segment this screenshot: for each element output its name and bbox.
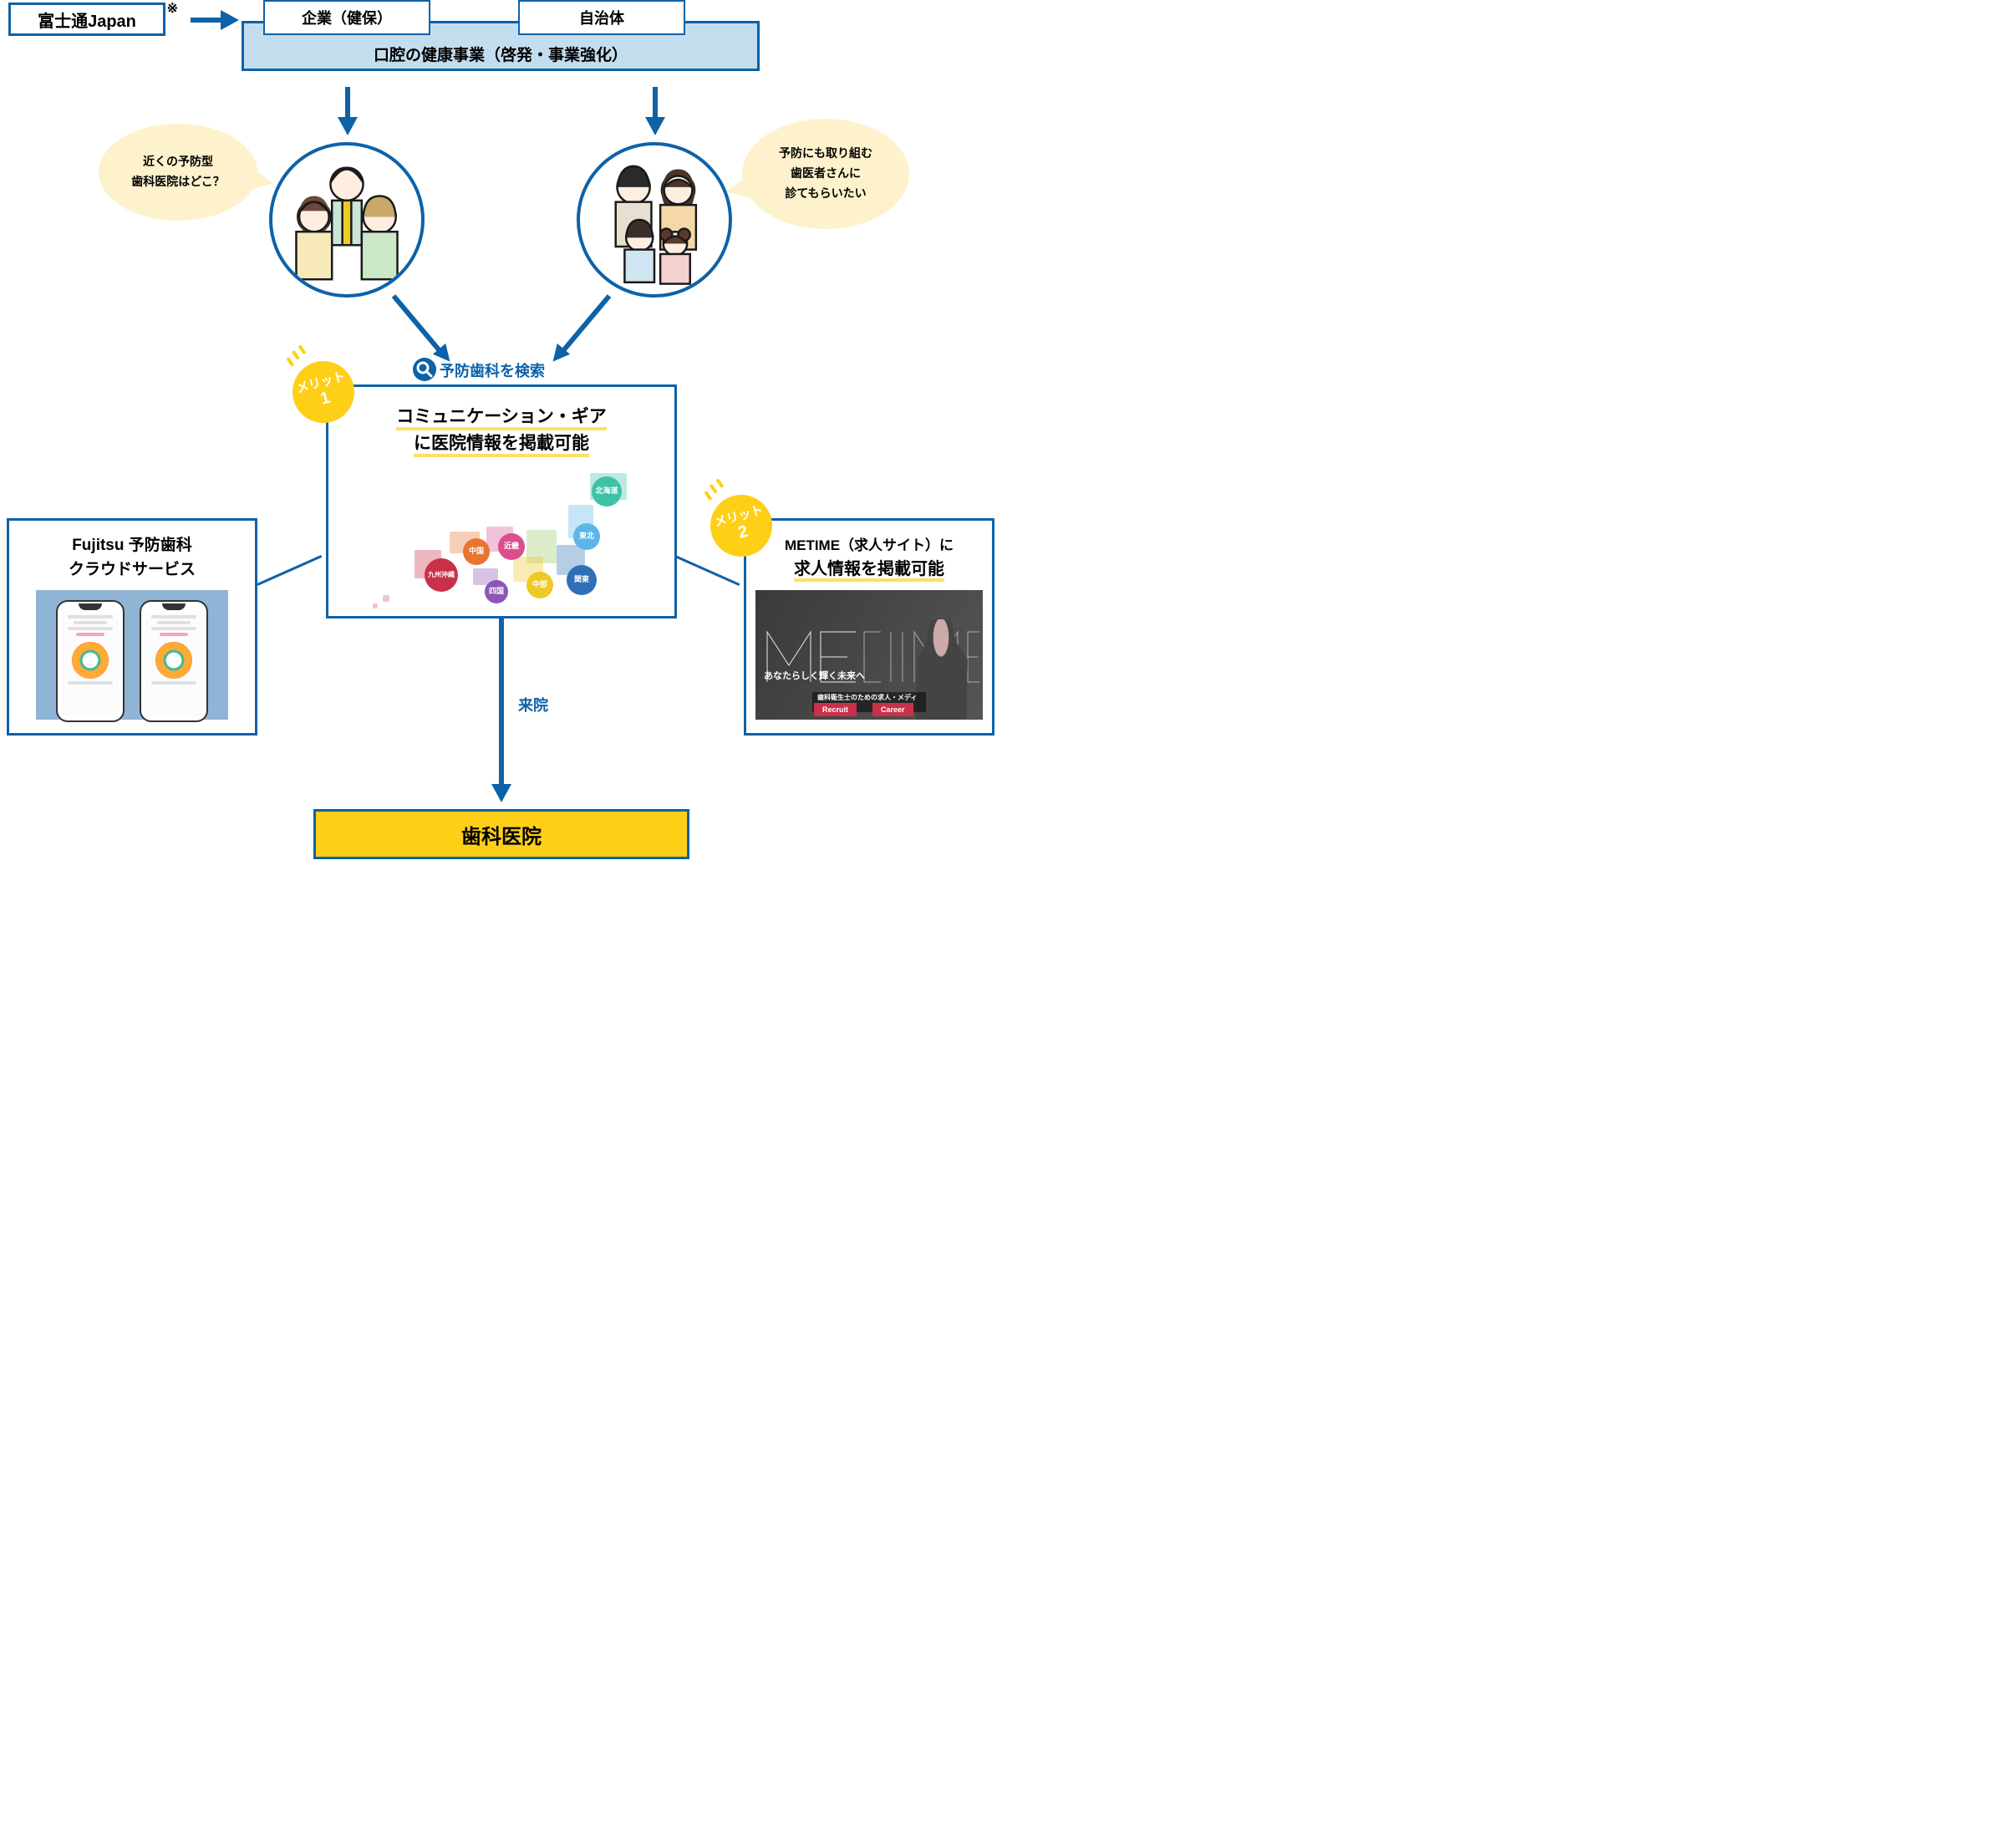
metime-btn-recruit[interactable]: Recruit xyxy=(814,703,857,716)
conn-center-down xyxy=(499,619,504,786)
map-region-北海道: 北海道 xyxy=(592,476,622,507)
merit1-badge-num: 1 xyxy=(318,389,332,409)
merit1-title-l1: コミュニケーション・ギア xyxy=(396,407,607,426)
conn-diag-left xyxy=(392,294,446,358)
fujitsu-cloud-l1: Fujitsu 予防歯科 xyxy=(72,537,192,554)
metime-title-l1: METIME（求人サイト）に xyxy=(785,537,954,553)
map-region-九州沖縄: 九州沖縄 xyxy=(425,558,458,592)
visit-label: 来院 xyxy=(518,694,548,715)
map-region-近畿: 近畿 xyxy=(498,533,525,560)
arrow-down-right xyxy=(645,117,665,135)
map-region-東北: 東北 xyxy=(573,523,600,550)
bubble-right: 予防にも取り組む 歯医者さんに 診てもらいたい xyxy=(742,119,909,229)
municipality-box: 自治体 xyxy=(518,0,685,35)
bubble-right-l3: 診てもらいたい xyxy=(779,184,872,204)
fujitsu-japan-box: 富士通Japan ※ xyxy=(8,3,165,36)
fujitsu-cloud-l2: クラウドサービス xyxy=(69,561,196,578)
health-business-label: 口腔の健康事業（啓発・事業強化） xyxy=(374,43,628,65)
municipality-label: 自治体 xyxy=(579,7,624,28)
merit1-title-l2: に医院情報を掲載可能 xyxy=(414,434,589,453)
map-region-中部: 中部 xyxy=(526,572,553,598)
map-region-中国: 中国 xyxy=(463,538,490,565)
company-label: 企業（健保） xyxy=(302,7,392,28)
arrow-down-left xyxy=(338,117,358,135)
fujitsu-label: 富士通Japan xyxy=(38,8,136,32)
phones-mock xyxy=(36,590,228,720)
bubble-right-l1: 予防にも取り組む xyxy=(779,144,872,164)
merit1-card: コミュニケーション・ギア に医院情報を掲載可能 北海道東北関東 近畿中国九州沖縄四… xyxy=(326,384,677,619)
search-icon xyxy=(413,358,436,381)
dental-clinic-box: 歯科医院 xyxy=(313,809,689,859)
fujitsu-cloud-title: Fujitsu 予防歯科 クラウドサービス xyxy=(69,534,196,582)
map-region-四国: 四国 xyxy=(485,580,508,603)
conn-diag-right xyxy=(557,294,611,358)
arrowhead-center-down xyxy=(491,784,511,802)
arrow-fujitsu-right xyxy=(221,10,239,30)
metime-title-l2: 求人情報を掲載可能 xyxy=(794,560,944,578)
dental-clinic-label: 歯科医院 xyxy=(461,820,542,849)
metime-title: METIME（求人サイト）に 求人情報を掲載可能 xyxy=(785,534,954,582)
bubble-right-l2: 歯医者さんに xyxy=(779,164,872,184)
bubble-left: 近くの予防型 歯科医院はどこ？ xyxy=(99,124,257,221)
metime-card: METIME（求人サイト）に 求人情報を掲載可能 あなたらしく輝く未来へ 歯科衛… xyxy=(744,518,994,736)
search-label: 予防歯科を検索 xyxy=(440,359,545,381)
company-box: 企業（健保） xyxy=(263,0,430,35)
map-region-関東: 関東 xyxy=(567,565,597,595)
merit2-badge-num: 2 xyxy=(736,522,750,542)
metime-btn-career[interactable]: Career xyxy=(872,703,913,716)
bubble-left-l2: 歯科医院はどこ？ xyxy=(131,172,225,192)
bubble-left-l1: 近くの予防型 xyxy=(131,152,225,172)
japan-map: 北海道東北関東近畿中国九州沖縄四国中部 xyxy=(343,465,660,599)
people-group-family xyxy=(577,142,732,298)
metime-tagline: あなたらしく輝く未来へ xyxy=(764,669,865,682)
metime-site-mock: あなたらしく輝く未来へ 歯科衛生士のための求人・メディア Recruit Car… xyxy=(755,590,983,720)
people-group-office xyxy=(269,142,425,298)
merit1-title: コミュニケーション・ギア に医院情報を掲載可能 xyxy=(396,404,607,456)
fujitsu-note: ※ xyxy=(167,0,178,17)
conn-right-card xyxy=(674,555,740,586)
conn-left-card xyxy=(257,555,322,586)
fujitsu-cloud-card: Fujitsu 予防歯科 クラウドサービス xyxy=(7,518,257,736)
